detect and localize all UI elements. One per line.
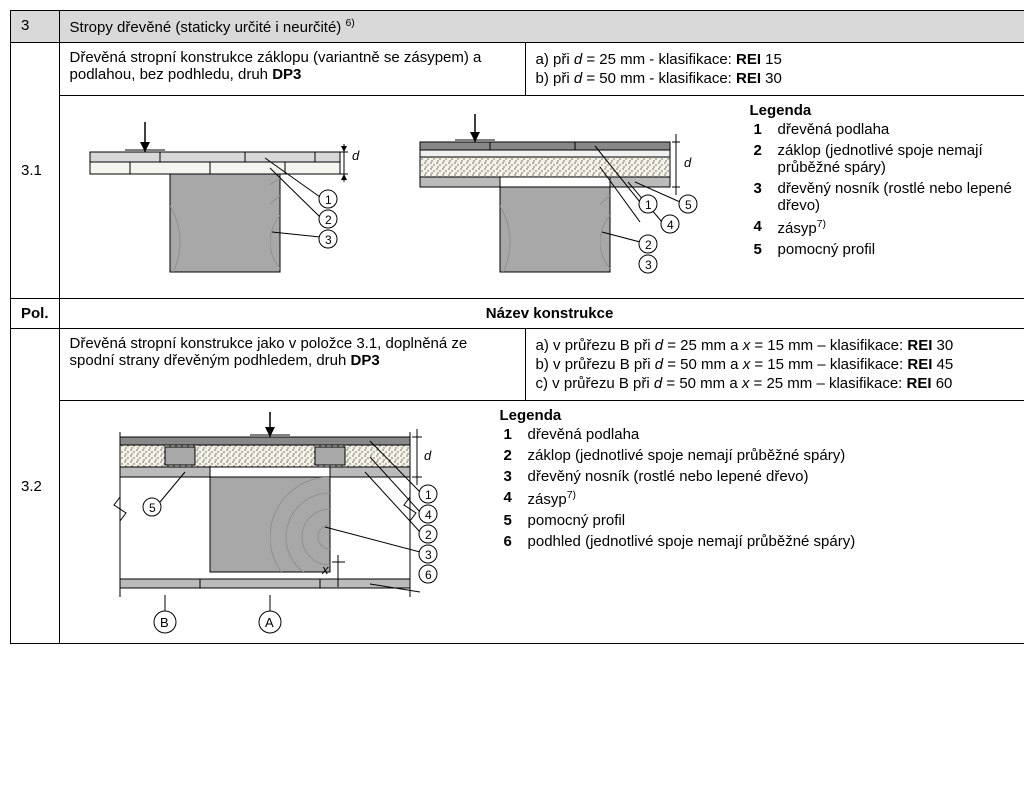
svg-text:2: 2 xyxy=(645,238,652,252)
legend-row: 1dřevěná podlaha xyxy=(750,119,1024,140)
svg-text:4: 4 xyxy=(425,508,432,522)
svg-text:1: 1 xyxy=(325,193,332,207)
desc-bold: DP3 xyxy=(272,66,301,83)
svg-text:3: 3 xyxy=(325,233,332,247)
legend-row: 1dřevěná podlaha xyxy=(500,424,860,445)
section-title-text: Stropy dřevěné (staticky určité i neurči… xyxy=(70,19,346,36)
construction-table: 3 Stropy dřevěné (staticky určité i neur… xyxy=(10,10,1024,644)
classification-option: b) při d = 50 mm - klasifikace: REI 30 xyxy=(536,70,1024,87)
legend-row: 3dřevěný nosník (rostlé nebo lepené dřev… xyxy=(750,178,1024,216)
svg-text:1: 1 xyxy=(425,488,432,502)
item-desc-32: Dřevěná stropní konstrukce jako v položc… xyxy=(59,329,525,401)
section-title: Stropy dřevěné (staticky určité i neurči… xyxy=(59,11,1024,43)
item-number-32: 3.2 xyxy=(11,329,60,644)
classification-option: a) při d = 25 mm - klasifikace: REI 15 xyxy=(536,51,1024,68)
legend-title: Legenda xyxy=(750,102,1024,119)
classification-option: c) v průřezu B při d = 50 mm a x = 25 mm… xyxy=(536,375,1024,392)
svg-text:1: 1 xyxy=(645,198,652,212)
legend-31: Legenda 1dřevěná podlaha2záklop (jednotl… xyxy=(750,102,1024,260)
item-class-32: a) v průřezu B při d = 25 mm a x = 15 mm… xyxy=(525,329,1024,401)
svg-text:d: d xyxy=(352,148,360,163)
legend-row: 4zásyp7) xyxy=(750,216,1024,239)
svg-text:5: 5 xyxy=(149,501,156,515)
legend-row: 4zásyp7) xyxy=(500,487,860,510)
svg-text:d: d xyxy=(424,448,432,463)
diagram-32: d x A B xyxy=(59,401,1024,644)
svg-text:3: 3 xyxy=(645,258,652,272)
desc-text: Dřevěná stropní konstrukce jako v položc… xyxy=(70,335,468,369)
legend-32: Legenda 1dřevěná podlaha2záklop (jednotl… xyxy=(500,407,1024,552)
diagram-32-a: d x A B xyxy=(70,407,470,637)
svg-text:4: 4 xyxy=(667,218,674,232)
diagram-31-b: d 1 4 2 3 5 xyxy=(400,102,720,292)
diagram-31-a: d 1 2 3 xyxy=(70,102,370,292)
svg-text:B: B xyxy=(160,615,169,630)
legend-row: 2záklop (jednotlivé spoje nemají průběžn… xyxy=(500,445,860,466)
diagram-31: d 1 2 3 xyxy=(59,96,1024,299)
svg-text:5: 5 xyxy=(685,198,692,212)
svg-text:6: 6 xyxy=(425,568,432,582)
svg-text:2: 2 xyxy=(425,528,432,542)
svg-text:x: x xyxy=(321,562,329,577)
svg-text:A: A xyxy=(265,615,274,630)
classification-option: b) v průřezu B při d = 50 mm a x = 15 mm… xyxy=(536,356,1024,373)
section-number: 3 xyxy=(11,11,60,43)
legend-row: 5pomocný profil xyxy=(750,239,1024,260)
section-title-sup: 6) xyxy=(345,17,354,29)
item-number-31: 3.1 xyxy=(11,43,60,299)
svg-text:3: 3 xyxy=(425,548,432,562)
legend-row: 5pomocný profil xyxy=(500,510,860,531)
legend-row: 2záklop (jednotlivé spoje nemají průběžn… xyxy=(750,140,1024,178)
svg-text:2: 2 xyxy=(325,213,332,227)
item-desc-31: Dřevěná stropní konstrukce záklopu (vari… xyxy=(59,43,525,96)
legend-row: 3dřevěný nosník (rostlé nebo lepené dřev… xyxy=(500,466,860,487)
classification-option: a) v průřezu B při d = 25 mm a x = 15 mm… xyxy=(536,337,1024,354)
col-name: Název konstrukce xyxy=(59,299,1024,329)
item-class-31: a) při d = 25 mm - klasifikace: REI 15 b)… xyxy=(525,43,1024,96)
desc-bold: DP3 xyxy=(351,352,380,369)
svg-text:d: d xyxy=(684,155,692,170)
col-pol: Pol. xyxy=(11,299,60,329)
legend-title: Legenda xyxy=(500,407,1024,424)
legend-row: 6podhled (jednotlivé spoje nemají průběž… xyxy=(500,531,860,552)
